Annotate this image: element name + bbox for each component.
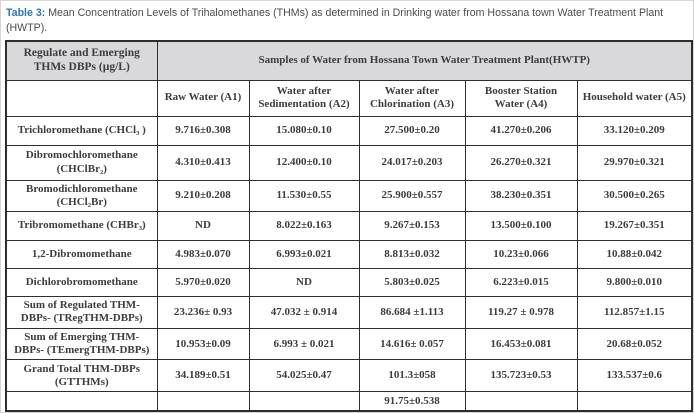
- value-cell: 135.723±0.53: [464, 359, 578, 393]
- value-cell: 101.3±058: [358, 359, 466, 393]
- value-cell: ND: [248, 267, 360, 297]
- value-cell: 54.025±0.47: [248, 359, 360, 393]
- table-row: Trichloromethane (CHCl₃ ) 9.716±0.308 15…: [5, 115, 693, 146]
- table-body: Trichloromethane (CHCl₃ ) 9.716±0.308 15…: [5, 115, 693, 412]
- row-label-cell: Dichlorobromomethane: [5, 267, 158, 297]
- value-cell: 41.270±0.206: [464, 115, 578, 146]
- column-header-raw-water: Raw Water (A1): [156, 79, 250, 117]
- value-cell: 23.236± 0.93: [156, 295, 250, 329]
- table-header: Regulate and Emerging THMs DBPs (µg/L) S…: [5, 40, 693, 117]
- value-cell: ND: [156, 210, 250, 241]
- blank-header-cell: [5, 79, 158, 117]
- value-cell: 10.953±0.09: [156, 327, 250, 361]
- row-label-cell: Dibromochloromethane (CHClBr₂): [5, 144, 158, 181]
- value-cell: 112.857±1.15: [576, 295, 693, 329]
- value-cell: 133.537±0.6: [576, 359, 693, 393]
- value-cell: 9.210±0.208: [156, 179, 250, 212]
- value-cell: 19.267±0.351: [576, 210, 693, 241]
- value-cell: [248, 391, 360, 412]
- value-cell: 6.993±0.021: [248, 239, 360, 269]
- row-label-cell: Grand Total THM-DBPs (GTTHMs): [5, 359, 158, 393]
- table-row: Sum of Emerging THM-DBPs- (TEmergTHM-DBP…: [5, 327, 693, 361]
- value-cell: 24.017±0.203: [358, 144, 466, 181]
- value-cell: 10.23±0.066: [464, 239, 578, 269]
- column-header-household: Household water (A5): [576, 79, 693, 117]
- table-row: Tribromomethane (CHBr₃) ND 8.022±0.163 9…: [5, 210, 693, 241]
- value-cell: 5.970±0.020: [156, 267, 250, 297]
- column-header-chlorination: Water after Chlorination (A3): [358, 79, 466, 117]
- value-cell: 15.080±0.10: [248, 115, 360, 146]
- row-label-cell: [5, 391, 158, 412]
- value-cell: 9.716±0.308: [156, 115, 250, 146]
- value-cell: 8.022±0.163: [248, 210, 360, 241]
- value-cell: 11.530±0.55: [248, 179, 360, 212]
- table-row: 91.75±0.538: [5, 391, 693, 412]
- row-label-cell: Trichloromethane (CHCl₃ ): [5, 115, 158, 146]
- value-cell: 9.267±0.153: [358, 210, 466, 241]
- thm-concentration-table: Regulate and Emerging THMs DBPs (µg/L) S…: [5, 40, 693, 412]
- value-cell: [464, 391, 578, 412]
- value-cell: 12.400±0.10: [248, 144, 360, 181]
- value-cell: 25.900±0.557: [358, 179, 466, 212]
- table-caption-text: Mean Concentration Levels of Trihalometh…: [6, 7, 664, 35]
- table-row: Grand Total THM-DBPs (GTTHMs) 34.189±0.5…: [5, 359, 693, 393]
- row-label-cell: 1,2-Dibromomethane: [5, 239, 158, 269]
- value-cell: 6.223±0.015: [464, 267, 578, 297]
- table-caption-label: Table 3:: [6, 7, 46, 19]
- value-cell: 86.684 ±1.113: [358, 295, 466, 329]
- value-cell: 30.500±0.265: [576, 179, 693, 212]
- value-cell: 5.803±0.025: [358, 267, 466, 297]
- value-cell: 29.970±0.321: [576, 144, 693, 181]
- table-row: Bromodichloromethane (CHCl₂Br) 9.210±0.2…: [5, 179, 693, 212]
- row-label-cell: Tribromomethane (CHBr₃): [5, 210, 158, 241]
- value-cell: 4.983±0.070: [156, 239, 250, 269]
- group-header-cell: Samples of Water from Hossana Town Water…: [156, 40, 693, 81]
- table-row: 1,2-Dibromomethane 4.983±0.070 6.993±0.0…: [5, 239, 693, 269]
- table-row: Dichlorobromomethane 5.970±0.020 ND 5.80…: [5, 267, 693, 297]
- value-cell: 47.032 ± 0.914: [248, 295, 360, 329]
- row-label-cell: Bromodichloromethane (CHCl₂Br): [5, 179, 158, 212]
- value-cell: 13.500±0.100: [464, 210, 578, 241]
- row-label-cell: Sum of Emerging THM-DBPs- (TEmergTHM-DBP…: [5, 327, 158, 361]
- table-row: Sum of Regulated THM-DBPs- (TRegTHM-DBPs…: [5, 295, 693, 329]
- value-cell: 119.27 ± 0.978: [464, 295, 578, 329]
- column-header-sedimentation: Water after Sedimentation (A2): [248, 79, 360, 117]
- value-cell: 6.993 ± 0.021: [248, 327, 360, 361]
- value-cell: 27.500±0.20: [358, 115, 466, 146]
- value-cell: 38.230±0.351: [464, 179, 578, 212]
- value-cell: 91.75±0.538: [358, 391, 466, 412]
- column-header-booster-station: Booster Station Water (A4): [464, 79, 578, 117]
- value-cell: 20.68±0.052: [576, 327, 693, 361]
- value-cell: 33.120±0.209: [576, 115, 693, 146]
- value-cell: 9.800±0.010: [576, 267, 693, 297]
- value-cell: 14.616± 0.057: [358, 327, 466, 361]
- value-cell: [576, 391, 693, 412]
- table-header-row-2: Raw Water (A1) Water after Sedimentation…: [5, 79, 693, 117]
- table-row: Dibromochloromethane (CHClBr₂) 4.310±0.4…: [5, 144, 693, 181]
- row-label-cell: Sum of Regulated THM-DBPs- (TRegTHM-DBPs…: [5, 295, 158, 329]
- table-header-row-1: Regulate and Emerging THMs DBPs (µg/L) S…: [5, 40, 693, 81]
- table-caption: Table 3: Mean Concentration Levels of Tr…: [1, 1, 693, 40]
- corner-header-cell: Regulate and Emerging THMs DBPs (µg/L): [5, 40, 158, 81]
- value-cell: [156, 391, 250, 412]
- value-cell: 16.453±0.081: [464, 327, 578, 361]
- value-cell: 34.189±0.51: [156, 359, 250, 393]
- value-cell: 4.310±0.413: [156, 144, 250, 181]
- value-cell: 8.813±0.032: [358, 239, 466, 269]
- value-cell: 26.270±0.321: [464, 144, 578, 181]
- value-cell: 10.88±0.042: [576, 239, 693, 269]
